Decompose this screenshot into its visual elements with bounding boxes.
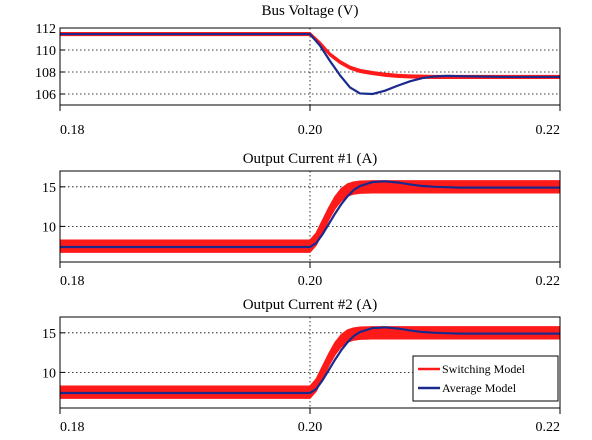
series-line-average-model <box>60 32 560 96</box>
x-tick-label: 0.20 <box>298 274 323 289</box>
y-tick-label: 10 <box>42 220 56 235</box>
y-tick-label: 108 <box>35 66 56 81</box>
legend: Switching Model Average Model <box>412 355 559 402</box>
y-tick-label: 110 <box>36 44 56 59</box>
plot-frame <box>59 316 561 409</box>
plot-frame <box>59 170 561 263</box>
legend-box <box>412 355 559 402</box>
legend-label: Average Model <box>442 381 517 395</box>
series-group <box>60 326 560 399</box>
chart-panel-3: Output Current #2 (A) 15 10 0.18 0.20 0.22 Swi… <box>42 297 561 435</box>
series-band-switching-model <box>60 31 560 80</box>
plot-frame <box>59 27 561 106</box>
x-tick-label: 0.22 <box>536 123 561 138</box>
chart-title: Output Current #2 (A) <box>243 297 378 313</box>
y-tick-label: 106 <box>35 88 56 103</box>
x-tick-label: 0.18 <box>60 123 85 138</box>
x-tick-label: 0.22 <box>536 274 561 289</box>
chart-panel-1: Bus Voltage (V) 112 110 108 106 0.18 0.20 0.22 <box>35 3 561 138</box>
legend-label: Switching Model <box>442 362 526 376</box>
y-tick-label: 15 <box>42 181 56 196</box>
x-tick-label: 0.20 <box>298 420 323 435</box>
y-tick-label: 112 <box>36 22 56 37</box>
chart-title: Output Current #1 (A) <box>243 151 378 167</box>
x-tick-label: 0.22 <box>536 420 561 435</box>
y-tick-label: 15 <box>42 327 56 342</box>
x-tick-label: 0.18 <box>60 274 85 289</box>
x-tick-label: 0.18 <box>60 420 85 435</box>
y-tick-label: 10 <box>42 366 56 381</box>
x-tick-label: 0.20 <box>298 123 323 138</box>
series-group <box>60 31 560 96</box>
chart-panel-2: Output Current #1 (A) 15 10 0.18 0.20 0.22 <box>42 151 561 289</box>
series-group <box>60 180 560 253</box>
chart-title: Bus Voltage (V) <box>262 3 359 19</box>
series-line-average-model <box>60 326 560 395</box>
series-line-average-model <box>60 180 560 249</box>
